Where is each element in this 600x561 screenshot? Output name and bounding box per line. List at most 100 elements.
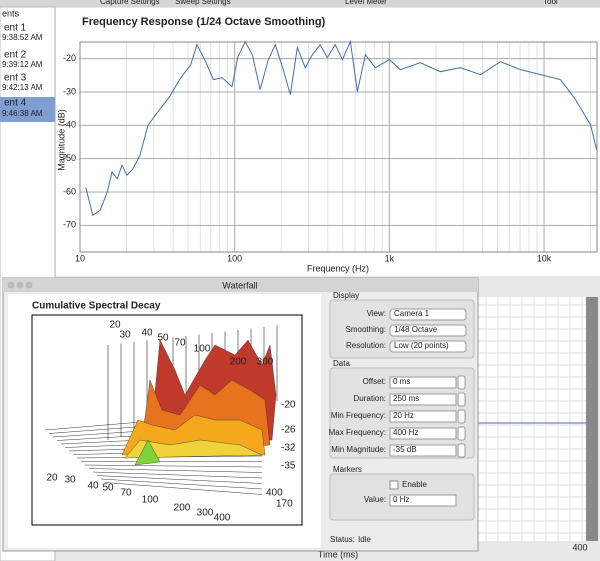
measurement-name[interactable]: ent 2 bbox=[4, 50, 27, 61]
axis-label: -35 bbox=[281, 461, 296, 472]
popup-value: Camera 1 bbox=[394, 309, 430, 318]
axis-label: 50 bbox=[157, 333, 169, 344]
y-axis-label: Magnitude (dB) bbox=[56, 109, 66, 171]
axis-label: 40 bbox=[87, 481, 99, 492]
axis-label: 50 bbox=[102, 483, 114, 494]
window-title: Waterfall bbox=[222, 280, 257, 290]
popup-value: Low (20 points) bbox=[394, 341, 449, 350]
toolbar bbox=[0, 0, 600, 7]
stepper[interactable] bbox=[457, 443, 466, 458]
toolbar-item[interactable]: Sweep Settings bbox=[175, 0, 231, 6]
toolbar-item[interactable]: Tool bbox=[543, 0, 558, 6]
popup-button[interactable] bbox=[389, 308, 467, 321]
selected-row bbox=[0, 97, 55, 122]
axis-label: 100 bbox=[194, 344, 211, 355]
x-tick-label: 1k bbox=[385, 253, 395, 263]
field-value: 400 Hz bbox=[393, 428, 418, 437]
field-value: -35 dB bbox=[393, 445, 417, 454]
text-field[interactable] bbox=[389, 494, 457, 507]
field-label: Min Magnitude: bbox=[331, 445, 386, 454]
axis-label: 20 bbox=[46, 473, 58, 484]
field-label: Value: bbox=[364, 495, 386, 504]
floor-line bbox=[88, 468, 263, 473]
field-label: Resolution: bbox=[346, 341, 386, 350]
axis-label: 300 bbox=[257, 357, 274, 368]
stepper[interactable] bbox=[457, 375, 466, 390]
minimize-button[interactable] bbox=[16, 281, 24, 289]
plot-frame bbox=[79, 41, 598, 253]
line-series bbox=[85, 39, 598, 217]
field-value: 0 ms bbox=[393, 377, 410, 386]
group-title: Markers bbox=[333, 465, 362, 474]
measurement-time: 9:39:12 AM bbox=[2, 60, 43, 69]
popup-button[interactable] bbox=[389, 340, 467, 353]
text-field[interactable] bbox=[389, 410, 457, 423]
group-title: Display bbox=[333, 291, 359, 300]
axis-label: 40 bbox=[141, 328, 153, 339]
toolbar-item[interactable]: Level Meter bbox=[345, 0, 387, 6]
scrollbar bbox=[586, 297, 598, 541]
floor-line bbox=[92, 471, 263, 479]
bg-x-label: Time (ms) bbox=[318, 549, 358, 559]
y-tick-label: -20 bbox=[63, 53, 76, 63]
sidebar-header: ents bbox=[2, 8, 20, 18]
axis-label: 70 bbox=[174, 338, 186, 349]
axis-label: 30 bbox=[119, 330, 131, 341]
field-label: Smoothing: bbox=[346, 325, 386, 334]
field-value: 20 Hz bbox=[393, 411, 414, 420]
text-field[interactable] bbox=[389, 376, 457, 389]
y-tick-label: -40 bbox=[63, 120, 76, 130]
group-title: Data bbox=[333, 359, 350, 368]
axis-label: 200 bbox=[230, 357, 247, 368]
axis-label: 300 bbox=[197, 508, 214, 519]
field-value: 250 ms bbox=[393, 394, 419, 403]
y-tick-label: -60 bbox=[63, 186, 76, 196]
field-label: Offset: bbox=[363, 377, 386, 386]
measurement-name[interactable]: ent 3 bbox=[4, 73, 27, 84]
decay-surface bbox=[134, 439, 161, 466]
background-chart bbox=[478, 297, 598, 541]
axis-label: 400 bbox=[266, 488, 283, 499]
field-label: Duration: bbox=[354, 394, 386, 403]
measurement-time: 9:46:38 AM bbox=[2, 109, 43, 118]
axis-label: 70 bbox=[120, 488, 132, 499]
floor-line bbox=[104, 482, 263, 495]
chart-title: Frequency Response (1/24 Octave Smoothin… bbox=[82, 16, 326, 28]
axis-label: 400 bbox=[214, 513, 231, 524]
text-field[interactable] bbox=[389, 393, 457, 406]
popup-value: 1/48 Octave bbox=[394, 325, 438, 334]
x-axis-label: Frequency (Hz) bbox=[307, 263, 369, 273]
axis-label: 200 bbox=[174, 503, 191, 514]
bg-x-tick: 400 bbox=[572, 542, 587, 552]
x-tick-label: 100 bbox=[227, 253, 242, 263]
toolbar-item[interactable]: Capture Settings bbox=[100, 0, 160, 6]
popup-button[interactable] bbox=[389, 324, 467, 337]
axis-label: -20 bbox=[281, 400, 296, 411]
axis-label: 100 bbox=[142, 495, 159, 506]
measurement-name[interactable]: ent 4 bbox=[4, 98, 27, 109]
x-tick-label: 10k bbox=[537, 253, 552, 263]
floor-line bbox=[96, 475, 263, 484]
floor-line bbox=[100, 478, 263, 490]
text-field[interactable] bbox=[389, 427, 457, 440]
text-field[interactable] bbox=[389, 444, 457, 457]
status-value: Idle bbox=[358, 535, 371, 544]
stepper[interactable] bbox=[457, 409, 466, 424]
y-tick-label: -50 bbox=[63, 153, 76, 163]
measurement-name[interactable]: ent 1 bbox=[4, 23, 27, 34]
field-value: 0 Hz bbox=[393, 495, 409, 504]
axis-label: 30 bbox=[64, 475, 76, 486]
floor-line bbox=[84, 464, 263, 468]
close-button[interactable] bbox=[7, 281, 15, 289]
measurement-time: 9:42:13 AM bbox=[2, 83, 43, 92]
checkbox[interactable] bbox=[389, 480, 399, 490]
axis-label: 170 bbox=[276, 499, 293, 510]
measurement-time: 9:38:52 AM bbox=[2, 33, 43, 42]
stepper[interactable] bbox=[457, 426, 466, 441]
zoom-button[interactable] bbox=[25, 281, 33, 289]
stepper[interactable] bbox=[457, 392, 466, 407]
y-tick-label: -30 bbox=[63, 86, 76, 96]
axis-label: -32 bbox=[281, 443, 296, 454]
plot-title: Cumulative Spectral Decay bbox=[32, 301, 161, 312]
